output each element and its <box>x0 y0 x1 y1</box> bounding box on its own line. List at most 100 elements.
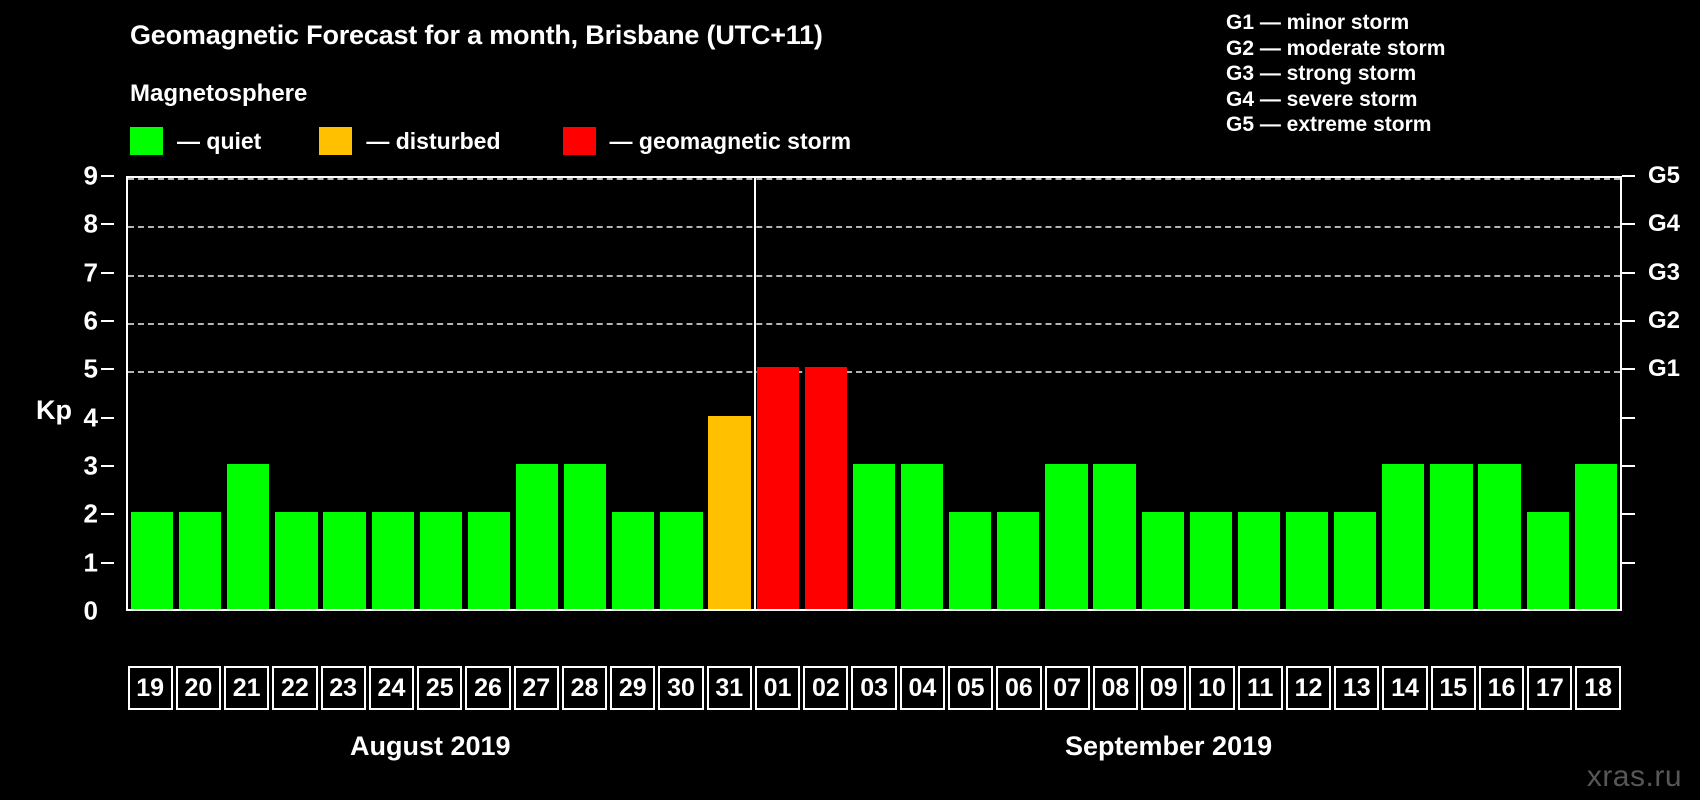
day-label-07[interactable]: 07 <box>1044 666 1090 710</box>
bar-20[interactable] <box>179 512 222 609</box>
bar-cell[interactable] <box>802 178 850 609</box>
day-label-28[interactable]: 28 <box>561 666 608 710</box>
y-axis-label: Kp <box>36 395 72 425</box>
bar-cell[interactable] <box>1524 178 1572 609</box>
bar-05[interactable] <box>949 512 992 609</box>
bar-cell[interactable] <box>1091 178 1139 609</box>
day-label-08[interactable]: 08 <box>1092 666 1139 710</box>
bar-cell[interactable] <box>946 178 994 609</box>
day-label-24[interactable]: 24 <box>368 666 415 710</box>
bar-28[interactable] <box>564 464 607 609</box>
g-scale-line-g1: G1 — minor storm <box>1226 11 1410 34</box>
bar-22[interactable] <box>275 512 318 609</box>
day-label-18[interactable]: 18 <box>1575 666 1621 710</box>
bar-02[interactable] <box>804 367 847 609</box>
day-label-10[interactable]: 10 <box>1189 666 1235 710</box>
bar-cell[interactable] <box>176 178 224 609</box>
bar-cell[interactable] <box>417 178 465 609</box>
day-label-13[interactable]: 13 <box>1334 666 1380 710</box>
day-label-04[interactable]: 04 <box>899 666 946 710</box>
bar-01[interactable] <box>756 367 799 609</box>
bar-cell[interactable] <box>1139 178 1187 609</box>
bar-cell[interactable] <box>1476 178 1524 609</box>
bar-cell[interactable] <box>321 178 369 609</box>
bar-17[interactable] <box>1526 512 1569 609</box>
bar-cell[interactable] <box>1572 178 1620 609</box>
bar-03[interactable] <box>852 464 896 609</box>
bar-13[interactable] <box>1334 512 1377 609</box>
bar-cell[interactable] <box>465 178 513 609</box>
bar-cell[interactable] <box>561 178 609 609</box>
bar-04[interactable] <box>900 464 944 609</box>
bar-cell[interactable] <box>1187 178 1235 609</box>
bar-06[interactable] <box>997 512 1040 609</box>
bar-09[interactable] <box>1141 512 1184 609</box>
bar-27[interactable] <box>515 464 559 609</box>
y-tick-mark-2 <box>101 513 114 516</box>
day-label-29[interactable]: 29 <box>610 666 656 710</box>
bar-cell[interactable] <box>1042 178 1090 609</box>
bar-24[interactable] <box>371 512 414 609</box>
bar-cell[interactable] <box>272 178 320 609</box>
day-label-30[interactable]: 30 <box>658 666 704 710</box>
bar-11[interactable] <box>1237 512 1281 609</box>
day-label-26[interactable]: 26 <box>465 666 511 710</box>
bar-cell[interactable] <box>994 178 1042 609</box>
day-label-21[interactable]: 21 <box>224 666 270 710</box>
day-label-27[interactable]: 27 <box>513 666 559 710</box>
day-label-16[interactable]: 16 <box>1478 666 1525 710</box>
day-label-17[interactable]: 17 <box>1527 666 1573 710</box>
bar-cell[interactable] <box>1331 178 1379 609</box>
day-label-11[interactable]: 11 <box>1237 666 1283 710</box>
bar-cell[interactable] <box>1283 178 1331 609</box>
red-square-icon <box>562 127 596 155</box>
day-label-19[interactable]: 19 <box>127 666 173 710</box>
bar-cell[interactable] <box>706 178 754 609</box>
bar-08[interactable] <box>1093 464 1136 609</box>
bar-cell[interactable] <box>609 178 657 609</box>
day-label-06[interactable]: 06 <box>996 666 1042 710</box>
day-label-01[interactable]: 01 <box>754 666 801 710</box>
bar-cell[interactable] <box>513 178 561 609</box>
bar-21[interactable] <box>227 464 270 609</box>
bar-cell[interactable] <box>1427 178 1475 609</box>
day-label-31[interactable]: 31 <box>706 666 752 710</box>
bar-19[interactable] <box>130 512 174 609</box>
bar-cell[interactable] <box>128 178 176 609</box>
bar-25[interactable] <box>419 512 462 609</box>
y-tick-mark-9 <box>101 175 114 177</box>
day-label-12[interactable]: 12 <box>1285 666 1332 710</box>
bar-14[interactable] <box>1382 464 1425 609</box>
bar-29[interactable] <box>612 512 655 609</box>
bar-16[interactable] <box>1478 464 1521 609</box>
bar-cell[interactable] <box>369 178 417 609</box>
bar-cell[interactable] <box>898 178 946 609</box>
bar-07[interactable] <box>1045 464 1088 609</box>
bar-26[interactable] <box>467 512 511 609</box>
bar-18[interactable] <box>1574 464 1617 609</box>
day-label-14[interactable]: 14 <box>1382 666 1428 710</box>
day-label-02[interactable]: 02 <box>803 666 849 710</box>
day-label-03[interactable]: 03 <box>851 666 897 710</box>
bar-cell[interactable] <box>657 178 705 609</box>
bar-cell[interactable] <box>1235 178 1283 609</box>
day-label-25[interactable]: 25 <box>417 666 463 710</box>
bar-23[interactable] <box>323 512 366 609</box>
bar-cell[interactable] <box>850 178 898 609</box>
bar-30[interactable] <box>660 512 703 609</box>
day-label-15[interactable]: 15 <box>1430 666 1476 710</box>
bar-12[interactable] <box>1285 512 1329 609</box>
bar-15[interactable] <box>1430 464 1473 609</box>
day-label-09[interactable]: 09 <box>1141 666 1187 710</box>
y-tick-label-5: 5 <box>83 353 98 384</box>
bar-cell[interactable] <box>754 178 802 609</box>
bar-cell[interactable] <box>224 178 272 609</box>
day-label-05[interactable]: 05 <box>948 666 994 710</box>
day-label-23[interactable]: 23 <box>320 666 366 710</box>
y-tick-label-9: 9 <box>83 160 98 191</box>
day-label-22[interactable]: 22 <box>272 666 318 710</box>
bar-cell[interactable] <box>1379 178 1427 609</box>
day-label-20[interactable]: 20 <box>175 666 222 710</box>
bar-10[interactable] <box>1189 512 1232 609</box>
bar-31[interactable] <box>708 415 751 609</box>
